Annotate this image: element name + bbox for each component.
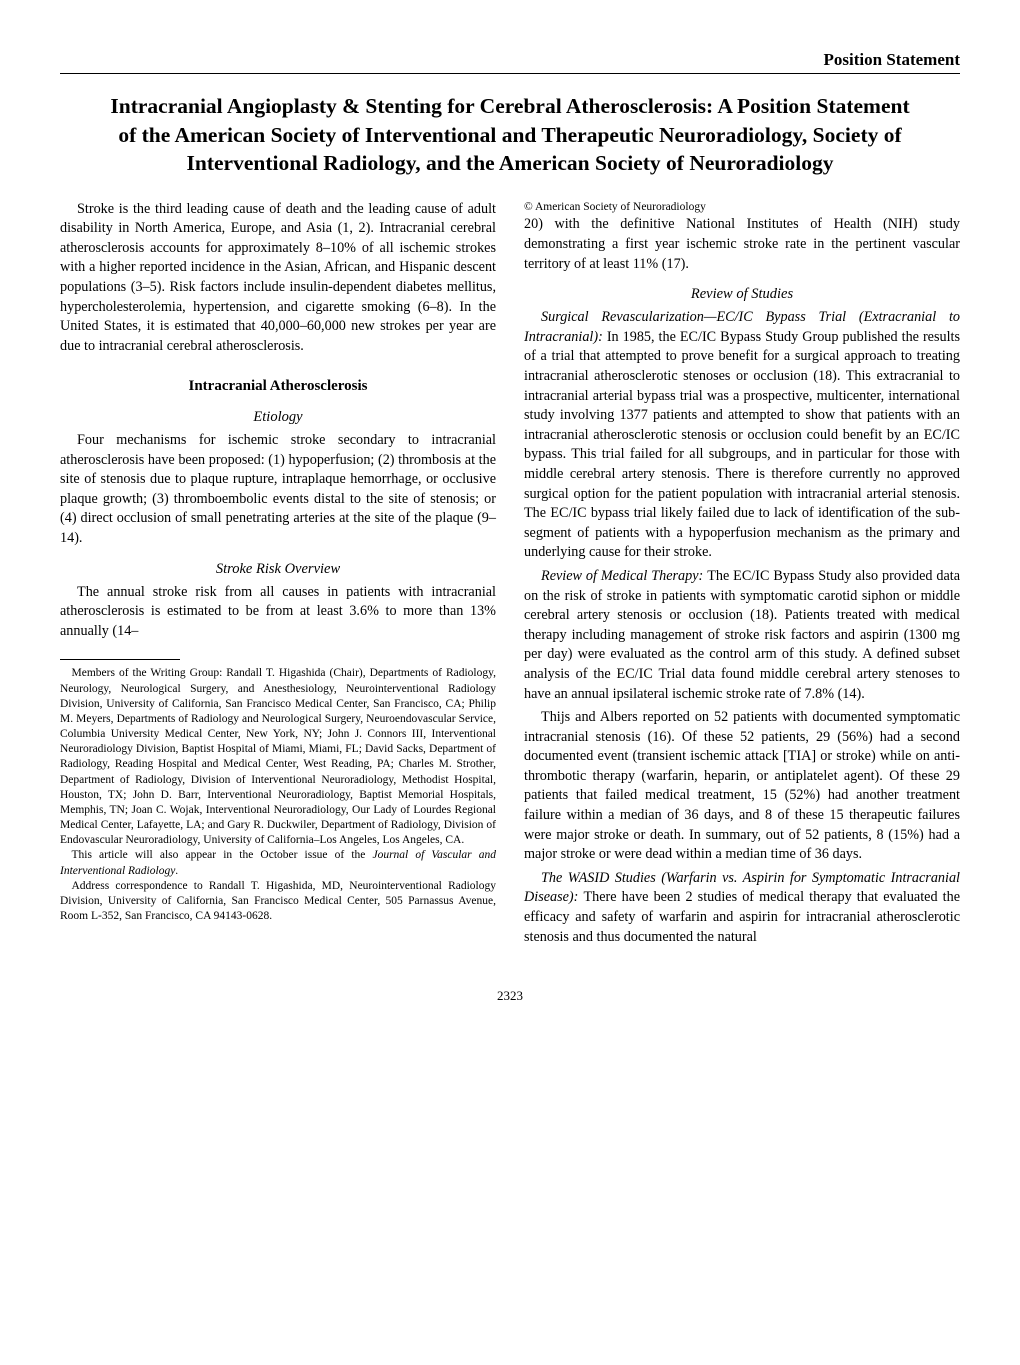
footnote-article-tail: . bbox=[175, 865, 178, 877]
review-medical-body: The EC/IC Bypass Study also provided dat… bbox=[524, 568, 960, 702]
article-title: Intracranial Angioplasty & Stenting for … bbox=[100, 92, 920, 177]
subheading-risk: Stroke Risk Overview bbox=[60, 559, 496, 579]
footnote-members: Members of the Writing Group: Randall T.… bbox=[60, 666, 496, 848]
text-columns: Stroke is the third leading cause of dea… bbox=[60, 200, 960, 948]
footnote-rule bbox=[60, 659, 180, 660]
risk-paragraph: The annual stroke risk from all causes i… bbox=[60, 583, 496, 642]
review-wasid-paragraph: The WASID Studies (Warfarin vs. Aspirin … bbox=[524, 869, 960, 947]
subheading-etiology: Etiology bbox=[60, 407, 496, 427]
etiology-paragraph: Four mechanisms for ischemic stroke seco… bbox=[60, 431, 496, 549]
review-wasid-body: There have been 2 studies of medical the… bbox=[524, 889, 960, 944]
review-medical-p2: Thijs and Albers reported on 52 patients… bbox=[524, 708, 960, 865]
review-surgical-paragraph: Surgical Revascularization—EC/IC Bypass … bbox=[524, 308, 960, 563]
risk-continuation: 20) with the definitive National Institu… bbox=[524, 215, 960, 274]
review-medical-paragraph: Review of Medical Therapy: The EC/IC Byp… bbox=[524, 567, 960, 704]
heading-atherosclerosis: Intracranial Atherosclerosis bbox=[60, 376, 496, 397]
footnote-article: This article will also appear in the Oct… bbox=[60, 848, 496, 878]
intro-paragraph: Stroke is the third leading cause of dea… bbox=[60, 200, 496, 357]
footnote-address: Address correspondence to Randall T. Hig… bbox=[60, 879, 496, 925]
footnote-article-lead: This article will also appear in the Oct… bbox=[72, 849, 373, 861]
subheading-review: Review of Studies bbox=[524, 284, 960, 304]
page-number: 2323 bbox=[60, 987, 960, 1005]
review-surgical-body: In 1985, the EC/IC Bypass Study Group pu… bbox=[524, 329, 960, 561]
copyright: © American Society of Neuroradiology bbox=[524, 200, 960, 216]
review-medical-lead: Review of Medical Therapy: bbox=[541, 568, 707, 584]
section-label: Position Statement bbox=[60, 48, 960, 74]
